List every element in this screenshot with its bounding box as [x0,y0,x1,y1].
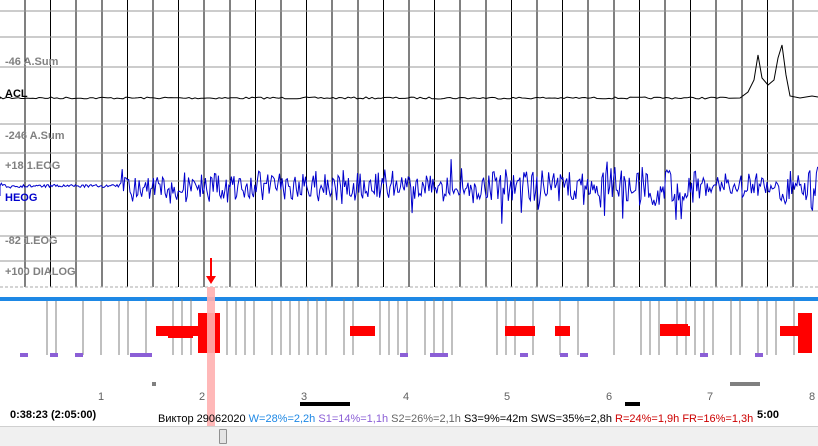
hour-tick-6: 6 [606,391,613,403]
rem-segment [505,326,535,336]
acl-scale-top: -46 A.Sum [5,56,59,68]
hour-tick-3: 3 [301,391,308,403]
patient-name: Виктор 29062020 [158,413,246,425]
eog-scale-top: +18 1.EOG [5,160,61,172]
s1-mark [400,353,408,357]
s2-stat: S2=26%=2,1h [391,413,461,425]
stage-segment [300,402,350,406]
hypnogram[interactable] [0,297,818,406]
stage-segment [690,297,730,301]
stage-segment [625,402,640,406]
rem-segment [352,326,375,336]
rem-segment [555,326,570,336]
rem-block [660,324,688,336]
stage-segment [220,297,300,301]
s1-mark [700,353,708,357]
s1-mark [75,353,83,357]
cursor-time: 0:38:23 (2:05:00) [10,409,97,421]
stage-segment [535,297,555,301]
fr-stat: FR=16%=1,3h [682,413,754,425]
s1-mark [20,353,28,357]
wake-stat: W=28%=2,2h [248,413,316,425]
acl-trace [0,44,818,100]
stage-segment [570,297,625,301]
end-time: 5:00 [757,409,780,421]
stage-segment [760,297,780,301]
stage-segment [152,382,156,386]
dialog-scale: +100 DIALOG [5,266,76,278]
s3-stat: S3=9%=42m [463,413,528,425]
stage-segment [130,353,132,357]
s1-stat: S1=14%=1,1h [318,413,389,425]
hour-tick-4: 4 [403,391,410,403]
s1-mark [440,353,448,357]
grid [0,0,818,288]
cursor-arrow-head [206,276,216,284]
hour-tick-2: 2 [199,391,206,403]
sleep-stats: Виктор 29062020 W=28%=2,2h S1=14%=1,1h S… [158,413,753,425]
stage-segment [375,297,430,301]
hour-tick-5: 5 [504,391,511,403]
eog-scale-bottom: -82 1.EOG [5,235,58,247]
time-cursor[interactable] [206,258,216,427]
rem-segment [350,326,352,336]
stage-segment [640,297,660,301]
stage-segment [430,353,445,357]
acl-waveform [0,44,818,100]
cursor-band [207,287,215,427]
heog-channel-name[interactable]: HEOG [5,192,38,204]
rem-stat: R=24%=1,9h [615,413,680,425]
stage-segment [730,382,760,386]
stage-segment [0,297,130,301]
stage-segment [445,297,505,301]
rem-block [798,313,812,353]
acl-scale-bottom: -246 A.Sum [5,130,65,142]
heog-trace [0,159,818,224]
hour-tick-7: 7 [707,391,714,403]
hour-tick-1: 1 [98,391,105,403]
rem-segment [780,326,800,336]
s1-mark [755,353,763,357]
scroll-thumb[interactable] [219,429,227,444]
rem-block [168,326,193,338]
s1-mark [520,353,528,357]
sws-stat: SWS=35%=2,8h [530,413,612,425]
s1-mark [560,353,568,357]
s1-mark [50,353,58,357]
acl-channel-name[interactable]: ACL [5,88,28,100]
stage-segment [132,353,152,357]
horizontal-scrollbar[interactable] [0,426,818,446]
hour-tick-8: 8 [809,391,816,403]
heog-waveform [0,159,818,224]
s1-mark [580,353,588,357]
